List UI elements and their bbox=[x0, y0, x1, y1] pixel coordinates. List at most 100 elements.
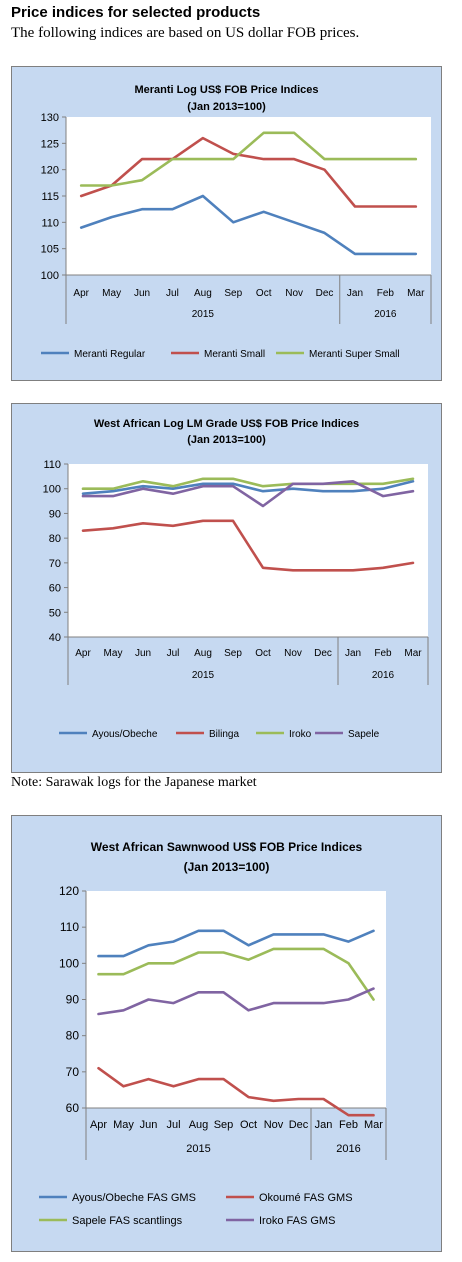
legend-label: Okoumé FAS GMS bbox=[259, 1192, 353, 1204]
series-line-2 bbox=[97, 1066, 375, 1117]
y-tick-label: 100 bbox=[59, 956, 79, 970]
legend-label: Sapele bbox=[348, 729, 380, 740]
west-african-sawnwood-chart: West African Sawnwood US$ FOB Price Indi… bbox=[11, 815, 442, 1252]
x-tick-label: Sep bbox=[224, 648, 242, 659]
y-tick-label: 70 bbox=[49, 558, 61, 570]
chart-title: West African Sawnwood US$ FOB Price Indi… bbox=[91, 840, 363, 854]
x-tick-label: Jan bbox=[315, 1119, 333, 1131]
chart-svg: West African Sawnwood US$ FOB Price Indi… bbox=[11, 815, 442, 1252]
chart-subtitle: (Jan 2013=100) bbox=[187, 434, 266, 446]
group-label: 2015 bbox=[192, 670, 215, 681]
chart-title: Meranti Log US$ FOB Price Indices bbox=[135, 84, 319, 96]
meranti-log-chart: Meranti Log US$ FOB Price Indices (Jan 20… bbox=[11, 66, 442, 381]
y-tick-label: 120 bbox=[59, 884, 79, 898]
x-tick-label: Apr bbox=[75, 648, 91, 659]
y-tick-label: 50 bbox=[49, 607, 61, 619]
x-tick-label: Dec bbox=[289, 1119, 309, 1131]
group-label: 2016 bbox=[372, 670, 395, 681]
series-line-2 bbox=[79, 136, 418, 208]
y-tick-label: 105 bbox=[41, 244, 59, 256]
y-tick-label: 70 bbox=[66, 1065, 80, 1079]
x-tick-label: Jul bbox=[167, 648, 180, 659]
series-line-4 bbox=[81, 480, 415, 508]
chart-title: West African Log LM Grade US$ FOB Price … bbox=[94, 418, 359, 430]
y-tick-label: 80 bbox=[66, 1029, 80, 1043]
y-tick-label: 120 bbox=[41, 165, 59, 177]
legend-label: Ayous/Obeche bbox=[92, 729, 158, 740]
group-label: 2016 bbox=[336, 1143, 360, 1155]
x-tick-label: Jul bbox=[166, 288, 179, 299]
x-tick-label: Mar bbox=[404, 648, 422, 659]
y-tick-label: 100 bbox=[43, 484, 61, 496]
x-tick-label: Aug bbox=[189, 1119, 209, 1131]
chart-subtitle: (Jan 2013=100) bbox=[187, 101, 266, 113]
x-tick-label: Feb bbox=[339, 1119, 358, 1131]
chart-svg: Meranti Log US$ FOB Price Indices (Jan 20… bbox=[11, 66, 442, 381]
x-tick-label: Apr bbox=[90, 1119, 107, 1131]
page-subtitle: The following indices are based on US do… bbox=[11, 25, 360, 41]
series-line-4 bbox=[97, 987, 375, 1016]
legend-label: Meranti Super Small bbox=[309, 349, 400, 360]
y-tick-label: 125 bbox=[41, 138, 59, 150]
x-tick-label: Feb bbox=[377, 288, 395, 299]
legend-label: Iroko bbox=[289, 729, 312, 740]
series-line-1 bbox=[79, 194, 418, 256]
x-tick-label: Sep bbox=[224, 288, 242, 299]
series-line-1 bbox=[97, 929, 375, 958]
series-line-2 bbox=[81, 519, 415, 572]
series-line-3 bbox=[97, 947, 375, 1001]
y-tick-label: 110 bbox=[43, 459, 61, 471]
x-tick-label: Jun bbox=[135, 648, 151, 659]
x-tick-label: Jan bbox=[345, 648, 361, 659]
x-tick-label: Jun bbox=[134, 288, 150, 299]
y-tick-label: 100 bbox=[41, 270, 59, 282]
chart-svg: West African Log LM Grade US$ FOB Price … bbox=[11, 403, 442, 773]
x-tick-label: Dec bbox=[316, 288, 334, 299]
legend-label: Meranti Small bbox=[204, 349, 265, 360]
x-tick-label: Nov bbox=[264, 1119, 284, 1131]
y-tick-label: 130 bbox=[41, 112, 59, 124]
group-label: 2016 bbox=[374, 309, 397, 320]
x-tick-label: Jun bbox=[140, 1119, 158, 1131]
x-tick-label: Feb bbox=[374, 648, 392, 659]
series-line-3 bbox=[79, 131, 418, 187]
plot-area bbox=[66, 117, 431, 275]
west-african-log-chart: West African Log LM Grade US$ FOB Price … bbox=[11, 403, 442, 773]
x-tick-label: Oct bbox=[256, 288, 272, 299]
series-line-1 bbox=[81, 480, 415, 495]
legend-label: Meranti Regular bbox=[74, 349, 146, 360]
x-tick-label: Jul bbox=[166, 1119, 180, 1131]
x-tick-label: Mar bbox=[364, 1119, 383, 1131]
group-label: 2015 bbox=[186, 1143, 210, 1155]
y-tick-label: 90 bbox=[49, 508, 61, 520]
note-text: Note: Sarawak logs for the Japanese mark… bbox=[11, 775, 257, 790]
y-tick-label: 80 bbox=[49, 533, 61, 545]
x-tick-label: Oct bbox=[240, 1119, 257, 1131]
y-tick-label: 110 bbox=[41, 217, 59, 229]
x-tick-label: Dec bbox=[314, 648, 332, 659]
y-tick-label: 40 bbox=[49, 632, 61, 644]
x-tick-label: May bbox=[102, 288, 121, 299]
chart-subtitle: (Jan 2013=100) bbox=[184, 860, 270, 874]
x-tick-label: Mar bbox=[407, 288, 425, 299]
x-tick-label: Jan bbox=[347, 288, 363, 299]
legend-label: Ayous/Obeche FAS GMS bbox=[72, 1192, 196, 1204]
x-tick-label: Nov bbox=[285, 288, 303, 299]
x-tick-label: Aug bbox=[194, 288, 212, 299]
group-label: 2015 bbox=[192, 309, 215, 320]
x-tick-label: May bbox=[113, 1119, 134, 1131]
legend-label: Bilinga bbox=[209, 729, 239, 740]
y-tick-label: 60 bbox=[49, 583, 61, 595]
x-tick-label: Apr bbox=[73, 288, 89, 299]
y-tick-label: 60 bbox=[66, 1101, 80, 1115]
x-tick-label: Oct bbox=[255, 648, 271, 659]
y-tick-label: 90 bbox=[66, 993, 80, 1007]
x-tick-label: Sep bbox=[214, 1119, 234, 1131]
plot-area bbox=[86, 891, 386, 1108]
y-tick-label: 115 bbox=[41, 191, 59, 203]
x-tick-label: Aug bbox=[194, 648, 212, 659]
legend-label: Sapele FAS scantlings bbox=[72, 1215, 183, 1227]
legend-label: Iroko FAS GMS bbox=[259, 1215, 335, 1227]
x-tick-label: Nov bbox=[284, 648, 302, 659]
x-tick-label: May bbox=[104, 648, 123, 659]
